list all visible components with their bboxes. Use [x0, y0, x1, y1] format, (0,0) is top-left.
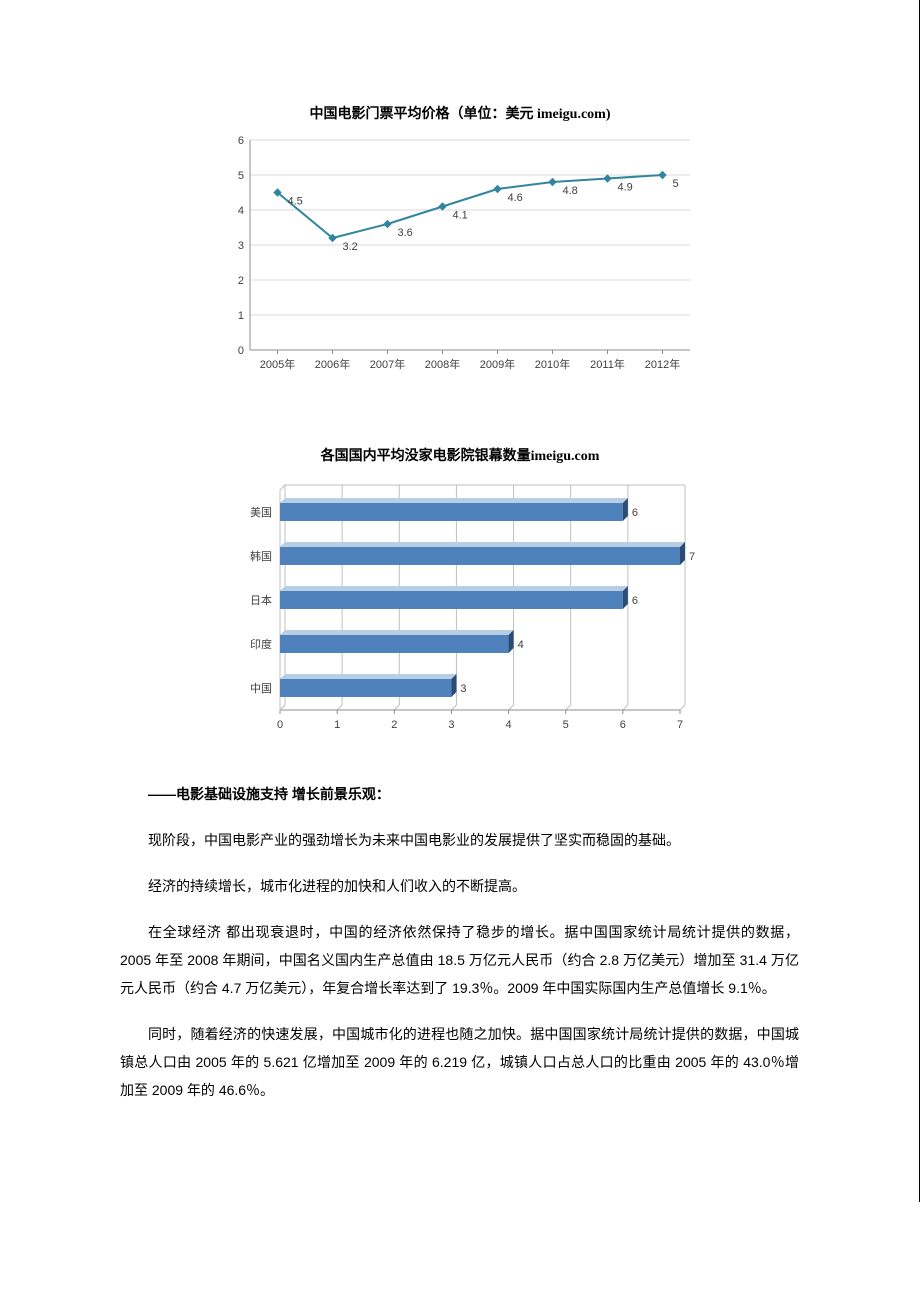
svg-text:0: 0 [237, 345, 243, 357]
svg-text:6: 6 [631, 507, 637, 519]
line-chart-svg: 中国电影门票平均价格（单位：美元 imeigu.com) 0 1 2 3 4 5 6 2005年… [220, 100, 700, 380]
svg-text:1: 1 [237, 310, 243, 322]
svg-text:6: 6 [631, 595, 637, 607]
svg-text:2011年: 2011年 [590, 357, 625, 371]
document-page: 中国电影门票平均价格（单位：美元 imeigu.com) 0 1 2 3 4 5 6 2005年… [0, 0, 920, 1202]
svg-text:中国电影门票平均价格（单位：美元 imeigu.com): 中国电影门票平均价格（单位：美元 imeigu.com) [309, 105, 610, 122]
line-chart-container: 中国电影门票平均价格（单位：美元 imeigu.com) 0 1 2 3 4 5 6 2005年… [120, 100, 799, 380]
svg-text:0: 0 [276, 719, 282, 731]
paragraph-2: 经济的持续增长，城市化进程的加快和人们收入的不断提高。 [120, 872, 799, 900]
svg-text:5: 5 [672, 178, 678, 190]
bar-chart-svg: 各国国内平均没家电影院银幕数量imeigu.com 0 1 2 3 4 5 6 7 6 美国 7 韩国 6… [220, 440, 700, 740]
svg-text:4.9: 4.9 [617, 182, 632, 194]
paragraph-4: 同时，随着经济的快速发展，中国城市化的进程也随之加快。据中国国家统计局统计提供的… [120, 1020, 799, 1104]
svg-text:3.6: 3.6 [397, 227, 412, 239]
paragraph-3: 在全球经济 都出现衰退时，中国的经济依然保持了稳步的增长。据中国国家统计局统计提… [120, 918, 799, 1002]
svg-text:2: 2 [237, 275, 243, 287]
svg-text:6: 6 [619, 719, 625, 731]
svg-text:3: 3 [460, 683, 466, 695]
svg-text:2005年: 2005年 [259, 357, 294, 371]
svg-text:日本: 日本 [250, 593, 272, 607]
screens-per-cinema-chart: 各国国内平均没家电影院银幕数量imeigu.com 0 1 2 3 4 5 6 7 6 美国 7 韩国 6… [220, 440, 700, 740]
svg-text:7: 7 [689, 551, 695, 563]
svg-text:7: 7 [676, 719, 682, 731]
svg-text:4: 4 [505, 719, 511, 731]
svg-text:4.5: 4.5 [287, 196, 302, 208]
svg-text:2006年: 2006年 [314, 357, 349, 371]
bar-chart-container: 各国国内平均没家电影院银幕数量imeigu.com 0 1 2 3 4 5 6 7 6 美国 7 韩国 6… [120, 380, 799, 740]
svg-text:印度: 印度 [250, 637, 272, 651]
svg-text:5: 5 [237, 170, 243, 182]
svg-text:2009年: 2009年 [479, 357, 514, 371]
svg-text:1: 1 [334, 719, 340, 731]
paragraph-1: 现阶段，中国电影产业的强劲增长为未来中国电影业的发展提供了坚实而稳固的基础。 [120, 826, 799, 854]
svg-text:3: 3 [237, 240, 243, 252]
svg-text:4: 4 [517, 639, 523, 651]
svg-text:2007年: 2007年 [369, 357, 404, 371]
svg-text:4.6: 4.6 [507, 192, 522, 204]
svg-text:5: 5 [562, 719, 568, 731]
svg-text:各国国内平均没家电影院银幕数量imeigu.com: 各国国内平均没家电影院银幕数量imeigu.com [319, 447, 599, 464]
svg-text:4: 4 [237, 205, 243, 217]
svg-text:4.1: 4.1 [452, 210, 467, 222]
svg-text:美国: 美国 [250, 506, 272, 519]
svg-text:2008年: 2008年 [424, 357, 459, 371]
svg-text:6: 6 [237, 135, 243, 147]
avg-ticket-price-chart: 中国电影门票平均价格（单位：美元 imeigu.com) 0 1 2 3 4 5 6 2005年… [220, 100, 700, 380]
svg-text:3: 3 [448, 719, 454, 731]
svg-text:4.8: 4.8 [562, 185, 577, 197]
body-text-block: ——电影基础设施支持 增长前景乐观： 现阶段，中国电影产业的强劲增长为未来中国电… [120, 780, 799, 1104]
svg-text:2010年: 2010年 [534, 357, 569, 371]
svg-text:2012年: 2012年 [644, 357, 679, 371]
svg-text:韩国: 韩国 [250, 549, 272, 563]
section-heading: ——电影基础设施支持 增长前景乐观： [120, 780, 799, 808]
svg-text:中国: 中国 [250, 682, 272, 695]
svg-text:3.2: 3.2 [342, 241, 357, 253]
svg-text:2: 2 [391, 719, 397, 731]
